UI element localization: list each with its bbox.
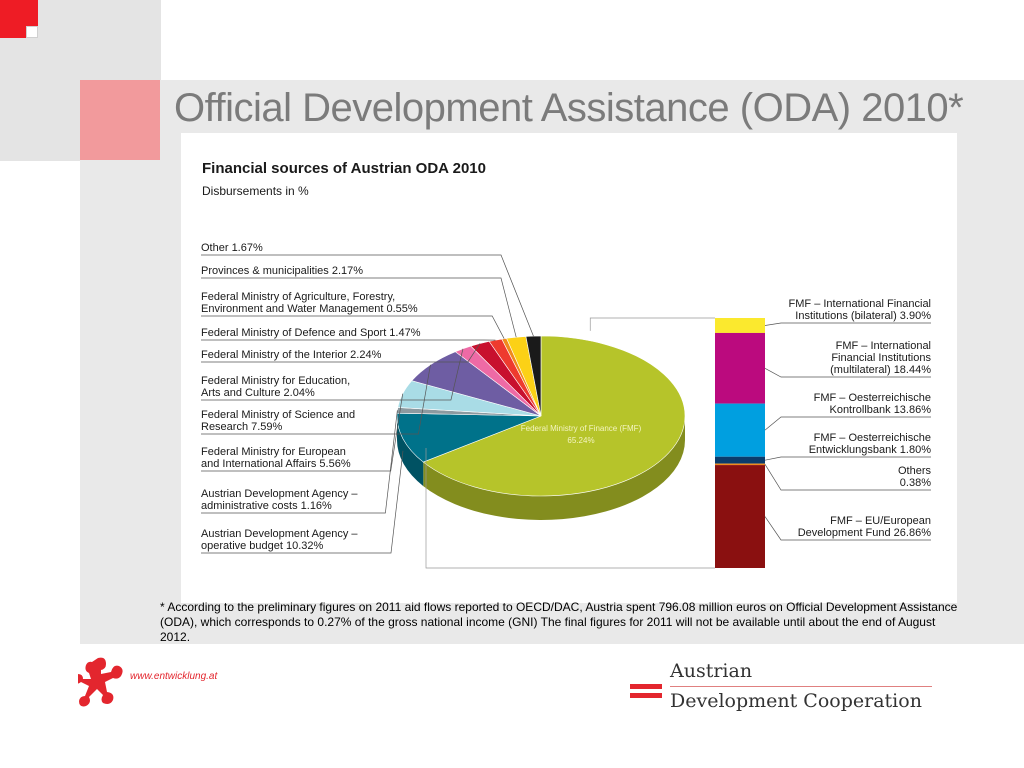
slice-label: Federal Ministry of Defence and Sport 1.… [201,327,421,339]
leader-line [201,450,404,554]
slice-inner-label: 65.24% [567,436,594,445]
pie-slice-side [397,416,424,487]
leader-line [201,254,534,337]
slice-label: Federal Ministry of the Interior 2.24% [201,349,382,361]
slice-label: Federal Ministry of Science and [201,409,355,421]
flag-stripe-icon [630,693,662,698]
slice-label: Federal Ministry for European [201,446,346,458]
leader-line [201,410,398,514]
breakdown-label: FMF – Oesterreichische [814,392,931,404]
breakdown-label: FMF – EU/European [830,515,931,527]
slice-label: Research 7.59% [201,421,283,433]
breakdown-labels: FMF – International FinancialInstitution… [764,298,932,541]
leader-line [201,343,481,363]
puzzle-logo-shape [78,657,123,707]
chart-panel: Financial sources of Austrian ODA 2010 D… [181,133,957,603]
slice-label: Other 1.67% [201,242,263,254]
slice-label: Environment and Water Management 0.55% [201,303,418,315]
breakdown-segment [715,465,765,568]
chart-subtitle: Disbursements in % [202,184,309,198]
slice-label: Federal Ministry for Education, [201,375,350,387]
breakdown-label: Entwicklungsbank 1.80% [809,444,932,456]
slice-label: Austrian Development Agency – [201,488,358,500]
leader-line [201,364,431,435]
chart-title: Financial sources of Austrian ODA 2010 [202,160,486,177]
pie-depth [397,416,685,520]
adc-logo-line2: Development Cooperation [670,690,922,712]
leader-line [764,456,931,461]
breakdown-label: (multilateral) 18.44% [830,364,931,376]
slide-title: Official Development Assistance (ODA) 20… [174,86,964,130]
breakdown-connector [589,317,715,331]
leader-line [764,516,931,541]
footer-url-link[interactable]: www.entwicklung.at [130,671,218,682]
slice-label: Arts and Culture 2.04% [201,387,315,399]
slice-label: Provinces & municipalities 2.17% [201,265,363,277]
breakdown-label: Institutions (bilateral) 3.90% [795,310,931,322]
leader-line [764,464,931,491]
breakdown-segment [715,403,765,457]
breakdown-label: FMF – Oesterreichische [814,432,931,444]
breakdown-label: Others [898,465,932,477]
puzzle-logo-icon [78,657,123,707]
slice-inner-label: Federal Ministry of Finance (FMF) [521,424,642,433]
breakdown-label: Development Fund 26.86% [798,527,932,539]
breakdown-label: 0.38% [900,477,931,489]
pie-chart: Financial sources of Austrian ODA 2010 D… [201,160,932,569]
pie-slice-side [423,416,685,520]
footnote: * According to the preliminary figures o… [160,600,958,644]
leader-line [201,348,464,401]
adc-logo: Austrian Development Cooperation [630,660,934,716]
leader-line [764,367,931,378]
breakdown-label: FMF – International Financial [789,298,931,310]
slice-label: administrative costs 1.16% [201,500,332,512]
leader-line [201,277,517,338]
flag-stripe-icon [630,684,662,689]
slice-label: operative budget 10.32% [201,540,324,552]
leader-lines [201,254,534,554]
breakdown-label: FMF – International [836,340,931,352]
pie-slices: Federal Ministry of Finance (FMF) 65.24% [396,335,686,497]
slice-labels: Other 1.67% Provinces & municipalities 2.… [201,242,421,552]
breakdown-segment [715,332,765,404]
slice-label: Federal Ministry of Agriculture, Forestr… [201,291,395,303]
slice-label: and International Affairs 5.56% [201,458,351,470]
leader-line [764,416,931,431]
decor-pink-block [80,80,160,160]
fmf-breakdown-bar [425,317,765,569]
slice-label: Austrian Development Agency – [201,528,358,540]
adc-logo-rule [670,686,932,687]
leader-line [201,393,404,472]
leader-line [764,322,931,326]
breakdown-label: Kontrollbank 13.86% [829,404,931,416]
leader-line [201,315,505,339]
breakdown-segment [715,456,765,464]
adc-logo-line1: Austrian [670,660,753,682]
breakdown-label: Financial Institutions [831,352,931,364]
pie-slice [422,335,686,497]
breakdown-connector [425,448,715,569]
breakdown-segment [715,318,765,333]
breakdown-segment [715,463,765,466]
decor-white-square [26,26,38,38]
